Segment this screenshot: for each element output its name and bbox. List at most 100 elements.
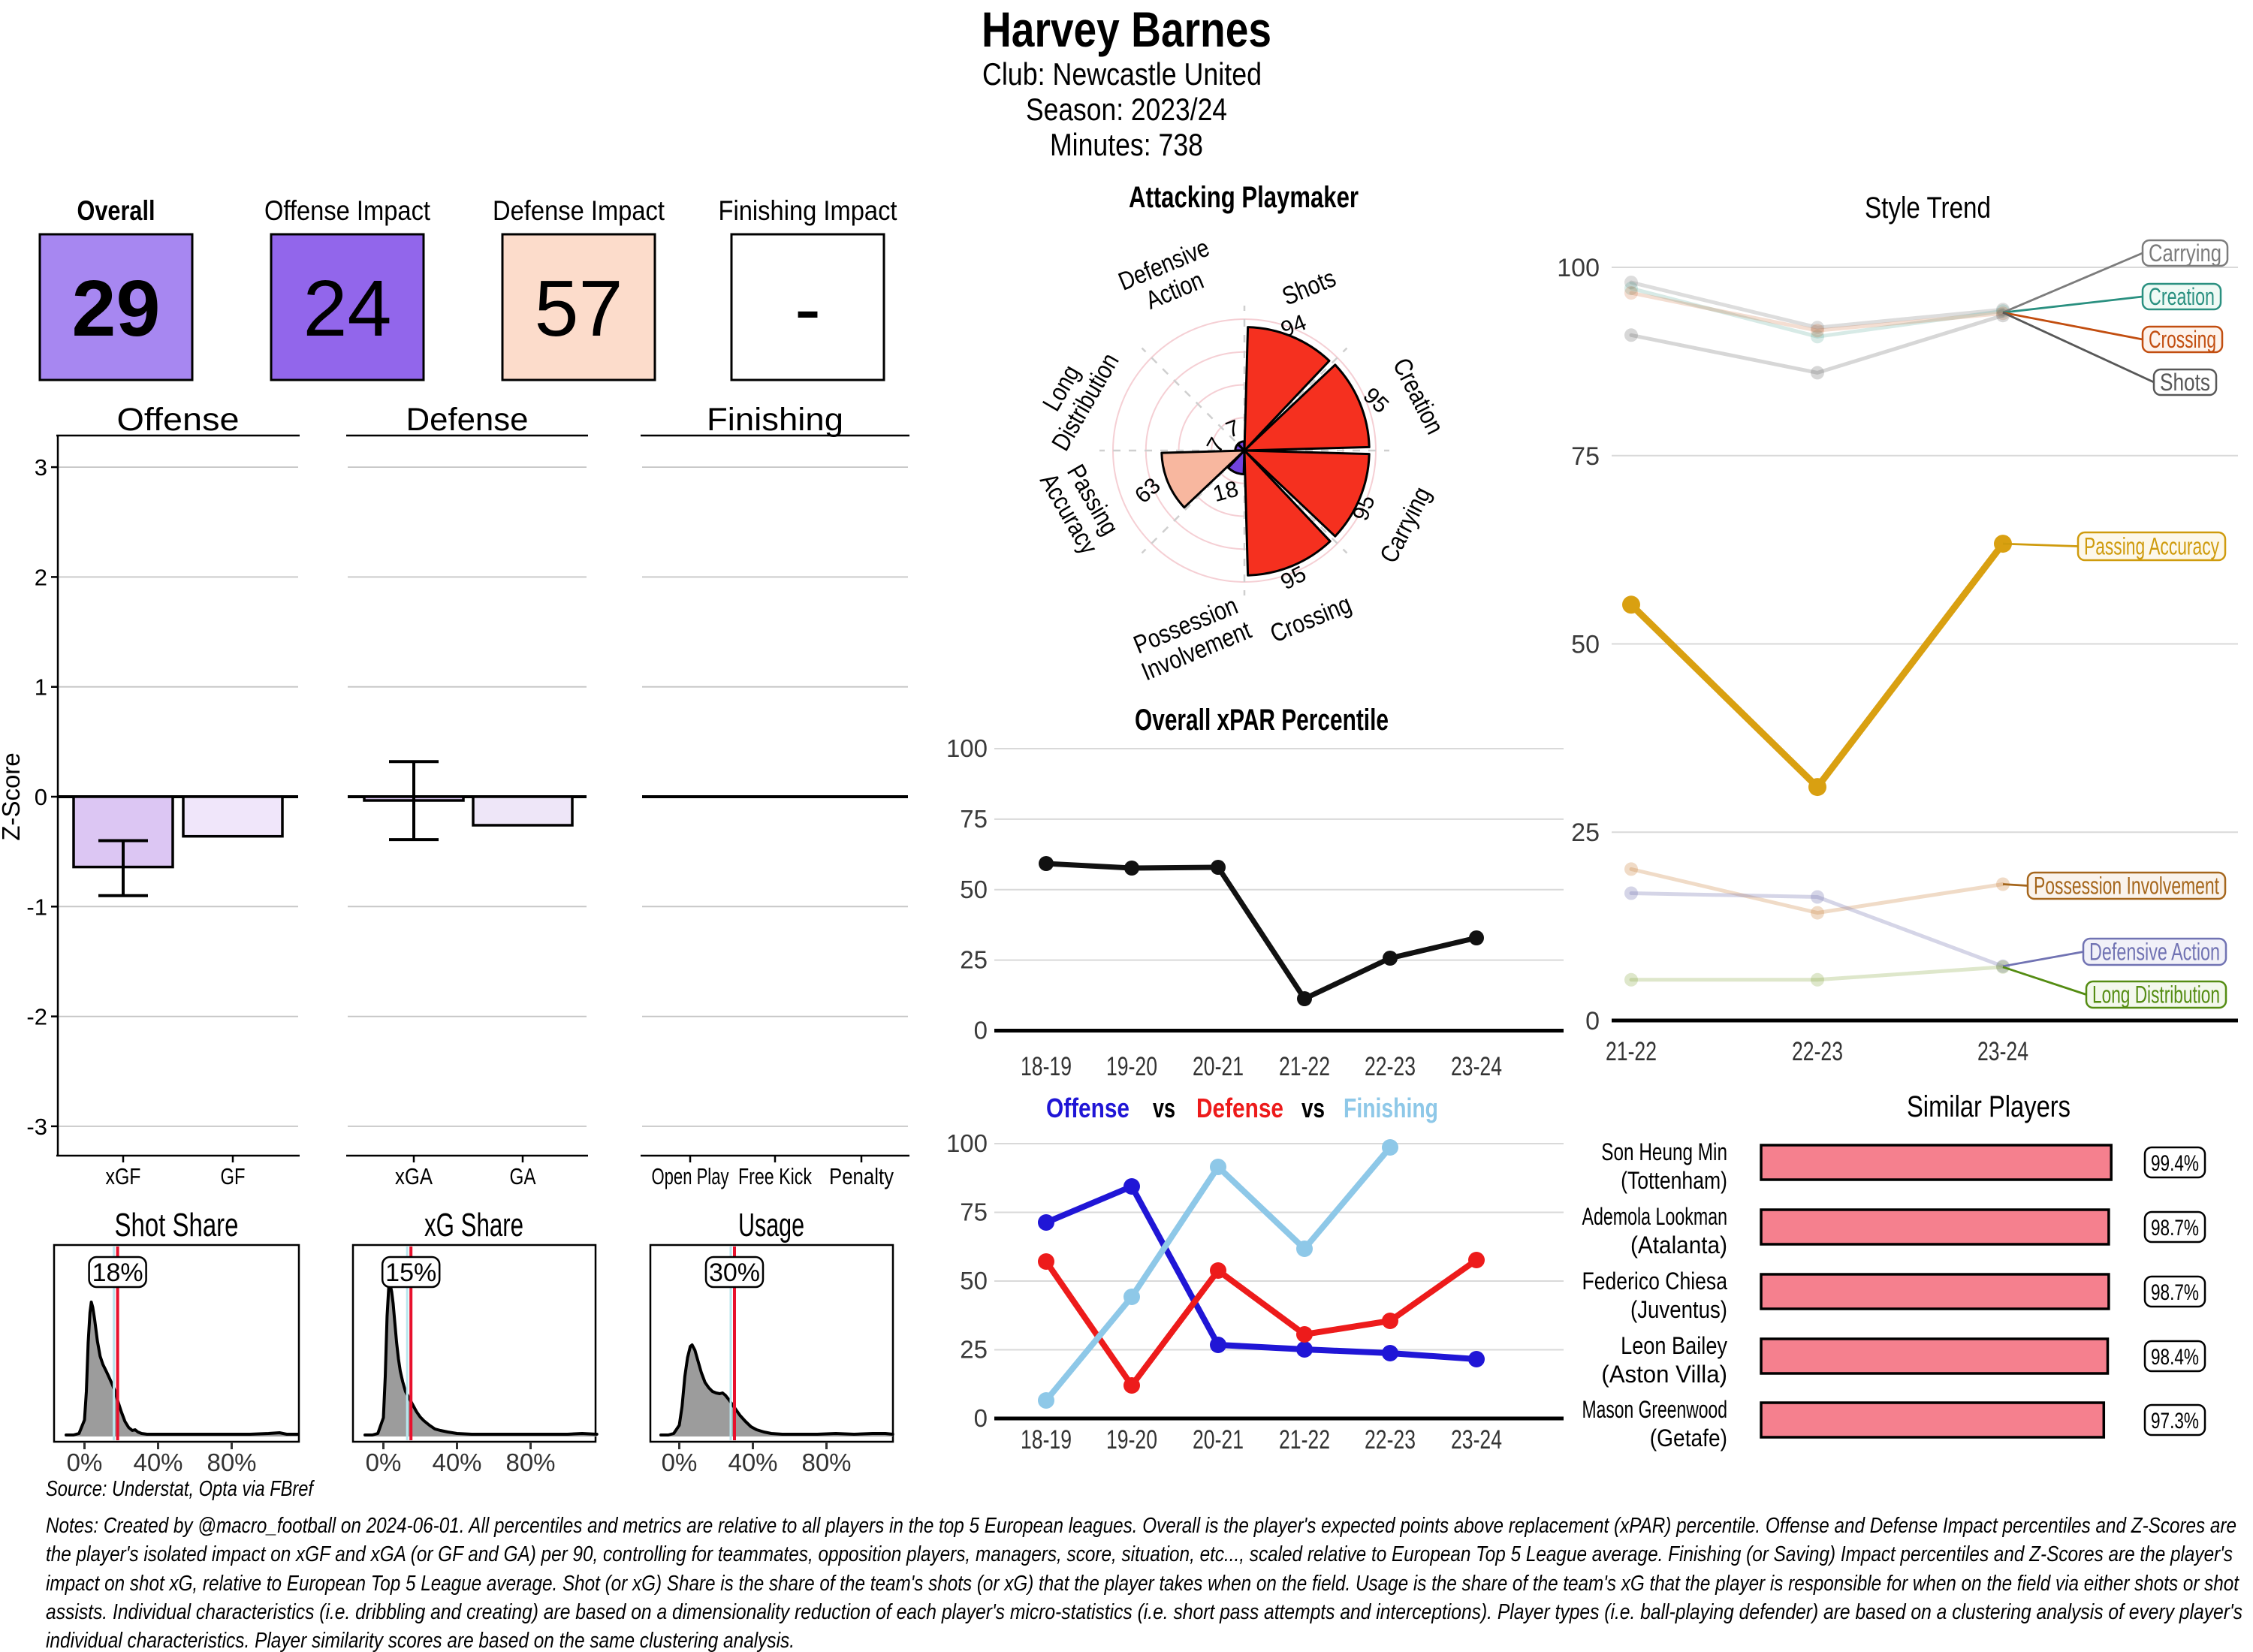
svg-text:Finishing Impact: Finishing Impact bbox=[719, 195, 898, 226]
svg-text:98.7%: 98.7% bbox=[2151, 1280, 2199, 1305]
svg-text:xGA: xGA bbox=[395, 1163, 433, 1189]
svg-text:-1: -1 bbox=[26, 894, 47, 920]
svg-text:80%: 80% bbox=[505, 1449, 555, 1476]
svg-text:23-24: 23-24 bbox=[1977, 1037, 2028, 1066]
svg-text:29: 29 bbox=[72, 264, 161, 353]
svg-text:vs: vs bbox=[1301, 1093, 1325, 1123]
svg-text:individual characteristics. Pl: individual characteristics. Player simil… bbox=[46, 1629, 795, 1652]
svg-text:Offense: Offense bbox=[1046, 1093, 1130, 1123]
svg-text:57: 57 bbox=[535, 264, 623, 353]
svg-text:Defensive Action: Defensive Action bbox=[2089, 939, 2220, 966]
svg-text:50: 50 bbox=[1571, 631, 1600, 659]
svg-text:vs: vs bbox=[1153, 1093, 1175, 1123]
svg-text:Minutes: 738: Minutes: 738 bbox=[1050, 127, 1203, 162]
svg-text:Carrying: Carrying bbox=[2149, 240, 2221, 267]
svg-text:Leon Bailey: Leon Bailey bbox=[1621, 1332, 1727, 1359]
svg-text:0%: 0% bbox=[366, 1449, 402, 1476]
svg-text:40%: 40% bbox=[432, 1449, 481, 1476]
svg-text:Crossing: Crossing bbox=[2149, 326, 2216, 353]
svg-text:20-21: 20-21 bbox=[1193, 1425, 1244, 1455]
svg-text:97.3%: 97.3% bbox=[2151, 1409, 2199, 1433]
svg-text:50: 50 bbox=[960, 1267, 988, 1295]
svg-text:24: 24 bbox=[303, 264, 392, 353]
svg-text:25: 25 bbox=[960, 1336, 988, 1364]
svg-text:2: 2 bbox=[35, 564, 47, 590]
svg-text:Finishing: Finishing bbox=[707, 402, 843, 438]
svg-text:Z-Score: Z-Score bbox=[0, 752, 25, 840]
svg-text:(Aston Villa): (Aston Villa) bbox=[1601, 1361, 1727, 1388]
svg-text:75: 75 bbox=[960, 1198, 988, 1226]
svg-text:Harvey Barnes: Harvey Barnes bbox=[982, 2, 1271, 57]
svg-text:30%: 30% bbox=[709, 1259, 760, 1287]
svg-text:100: 100 bbox=[1557, 254, 1600, 282]
svg-text:Defense: Defense bbox=[1196, 1093, 1283, 1123]
svg-text:Long Distribution: Long Distribution bbox=[2092, 981, 2220, 1008]
svg-text:23-24: 23-24 bbox=[1451, 1425, 1502, 1455]
svg-text:25: 25 bbox=[960, 946, 988, 974]
svg-text:-3: -3 bbox=[26, 1114, 47, 1140]
svg-text:Ademola Lookman: Ademola Lookman bbox=[1582, 1203, 1728, 1230]
svg-text:100: 100 bbox=[946, 734, 988, 762]
svg-text:98.4%: 98.4% bbox=[2151, 1345, 2199, 1370]
svg-text:21-22: 21-22 bbox=[1606, 1037, 1657, 1066]
svg-text:Defense: Defense bbox=[406, 402, 529, 438]
svg-text:22-23: 22-23 bbox=[1792, 1037, 1843, 1066]
svg-text:GA: GA bbox=[510, 1163, 536, 1189]
svg-text:(Atalanta): (Atalanta) bbox=[1630, 1231, 1727, 1259]
svg-text:1: 1 bbox=[35, 674, 47, 701]
svg-text:98.7%: 98.7% bbox=[2151, 1216, 2199, 1241]
svg-text:0: 0 bbox=[1585, 1007, 1600, 1036]
svg-text:Son Heung Min: Son Heung Min bbox=[1601, 1138, 1727, 1165]
svg-text:75: 75 bbox=[960, 805, 988, 833]
svg-text:Passing Accuracy: Passing Accuracy bbox=[2084, 533, 2219, 560]
svg-text:18%: 18% bbox=[92, 1259, 143, 1287]
svg-text:Defense Impact: Defense Impact bbox=[493, 195, 665, 226]
svg-text:-2: -2 bbox=[26, 1004, 47, 1030]
svg-text:Federico Chiesa: Federico Chiesa bbox=[1582, 1268, 1728, 1295]
svg-text:99.4%: 99.4% bbox=[2151, 1151, 2199, 1176]
svg-text:Usage: Usage bbox=[738, 1207, 804, 1244]
svg-text:Similar Players: Similar Players bbox=[1907, 1090, 2071, 1123]
svg-text:Club: Newcastle United: Club: Newcastle United bbox=[982, 56, 1262, 92]
svg-text:0: 0 bbox=[974, 1017, 988, 1045]
svg-text:Source: Understat, Opta via FB: Source: Understat, Opta via FBref bbox=[46, 1477, 315, 1501]
svg-text:80%: 80% bbox=[207, 1449, 256, 1476]
svg-text:21-22: 21-22 bbox=[1279, 1052, 1330, 1081]
svg-text:(Getafe): (Getafe) bbox=[1650, 1424, 1727, 1452]
svg-text:xGF: xGF bbox=[106, 1163, 141, 1189]
svg-text:xG Share: xG Share bbox=[424, 1207, 523, 1244]
svg-text:75: 75 bbox=[1571, 442, 1600, 471]
svg-text:Finishing: Finishing bbox=[1344, 1093, 1438, 1123]
svg-text:22-23: 22-23 bbox=[1365, 1425, 1416, 1455]
svg-text:22-23: 22-23 bbox=[1365, 1052, 1416, 1081]
svg-text:80%: 80% bbox=[801, 1449, 851, 1476]
svg-text:23-24: 23-24 bbox=[1451, 1052, 1502, 1081]
svg-text:Possession Involvement: Possession Involvement bbox=[2034, 873, 2219, 900]
svg-text:Creation: Creation bbox=[2149, 283, 2215, 310]
svg-text:18-19: 18-19 bbox=[1021, 1425, 1072, 1455]
svg-text:40%: 40% bbox=[728, 1449, 777, 1476]
svg-text:Style Trend: Style Trend bbox=[1865, 191, 1991, 225]
svg-text:Notes: Created by @macro_footb: Notes: Created by @macro_football on 202… bbox=[46, 1514, 2236, 1538]
svg-text:Mason Greenwood: Mason Greenwood bbox=[1582, 1396, 1728, 1423]
svg-text:Open Play: Open Play bbox=[652, 1163, 729, 1189]
svg-text:0: 0 bbox=[35, 784, 47, 810]
svg-text:Overall: Overall bbox=[77, 195, 155, 226]
svg-text:Offense Impact: Offense Impact bbox=[264, 195, 431, 226]
svg-text:3: 3 bbox=[35, 454, 47, 481]
svg-text:Season: 2023/24: Season: 2023/24 bbox=[1026, 92, 1227, 127]
svg-text:Shot Share: Shot Share bbox=[115, 1207, 239, 1244]
svg-text:the player's isolated impact o: the player's isolated impact on xGF and … bbox=[46, 1542, 2233, 1566]
svg-text:100: 100 bbox=[946, 1129, 988, 1157]
svg-text:18-19: 18-19 bbox=[1021, 1052, 1072, 1081]
svg-text:0%: 0% bbox=[662, 1449, 698, 1476]
svg-text:GF: GF bbox=[221, 1163, 246, 1189]
svg-text:Attacking Playmaker: Attacking Playmaker bbox=[1129, 181, 1359, 214]
svg-text:15%: 15% bbox=[385, 1259, 436, 1287]
svg-text:25: 25 bbox=[1571, 818, 1600, 847]
svg-text:-: - bbox=[795, 264, 821, 353]
svg-text:Offense: Offense bbox=[117, 402, 240, 438]
svg-text:0%: 0% bbox=[67, 1449, 103, 1476]
svg-text:20-21: 20-21 bbox=[1193, 1052, 1244, 1081]
svg-text:19-20: 19-20 bbox=[1106, 1052, 1157, 1081]
